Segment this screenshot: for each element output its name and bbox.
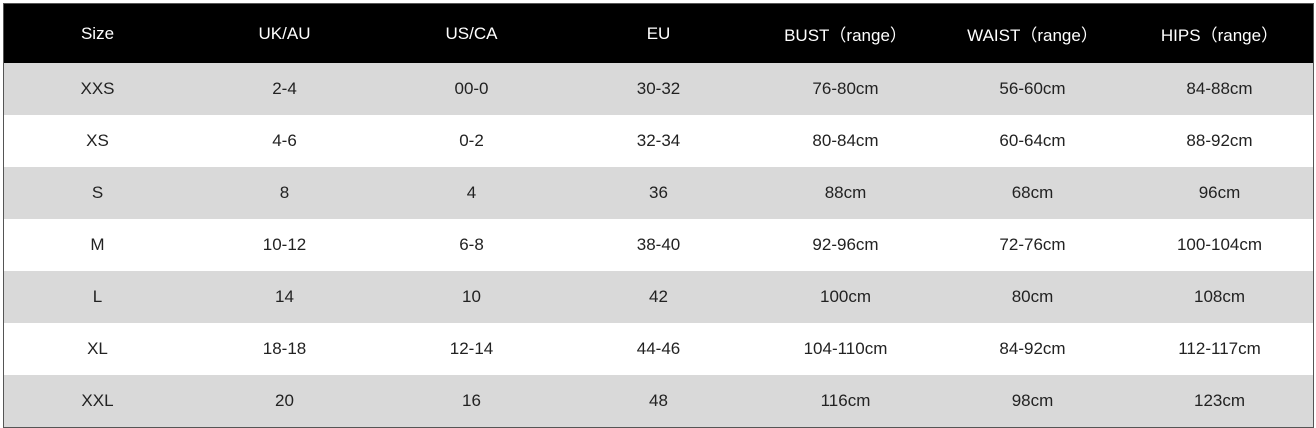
table-cell: S [3,167,191,219]
table-cell: XXS [3,63,191,115]
header-cell: BUST（range） [752,3,939,63]
table-cell: 123cm [1126,375,1314,428]
table-cell: 44-46 [565,323,752,375]
table-cell: 12-14 [378,323,565,375]
table-cell: 4 [378,167,565,219]
table-cell: M [3,219,191,271]
table-row: M 10-12 6-8 38-40 92-96cm 72-76cm 100-104cm [3,219,1314,271]
table-cell: 100cm [752,271,939,323]
table-cell: 98cm [939,375,1126,428]
header-cell: HIPS（range） [1126,3,1314,63]
table-cell: 16 [378,375,565,428]
table-cell: 84-88cm [1126,63,1314,115]
header-row: Size UK/AU US/CA EU BUST（range） WAIST（range） H… [3,3,1314,63]
table-cell: 2-4 [191,63,378,115]
table-cell: 32-34 [565,115,752,167]
table-cell: 104-110cm [752,323,939,375]
table-cell: XXL [3,375,191,428]
table-cell: 10-12 [191,219,378,271]
table-cell: 36 [565,167,752,219]
header-cell: WAIST（range） [939,3,1126,63]
table-cell: 6-8 [378,219,565,271]
table-cell: 48 [565,375,752,428]
header-cell: US/CA [378,3,565,63]
table-cell: 108cm [1126,271,1314,323]
table-cell: 4-6 [191,115,378,167]
table-cell: 100-104cm [1126,219,1314,271]
table-cell: 00-0 [378,63,565,115]
table-row: L 14 10 42 100cm 80cm 108cm [3,271,1314,323]
table-row: XXL 20 16 48 116cm 98cm 123cm [3,375,1314,428]
table-row: S 8 4 36 88cm 68cm 96cm [3,167,1314,219]
table-cell: 0-2 [378,115,565,167]
table-cell: 10 [378,271,565,323]
table-row: XXS 2-4 00-0 30-32 76-80cm 56-60cm 84-88cm [3,63,1314,115]
table-row: XS 4-6 0-2 32-34 80-84cm 60-64cm 88-92cm [3,115,1314,167]
table-cell: 20 [191,375,378,428]
table-cell: 56-60cm [939,63,1126,115]
table-cell: 76-80cm [752,63,939,115]
table-cell: L [3,271,191,323]
table-cell: 96cm [1126,167,1314,219]
size-table: Size UK/AU US/CA EU BUST（range） WAIST（range） H… [3,3,1314,428]
table-cell: 18-18 [191,323,378,375]
table-cell: 68cm [939,167,1126,219]
table-cell: 60-64cm [939,115,1126,167]
table-cell: 92-96cm [752,219,939,271]
table-cell: 30-32 [565,63,752,115]
table-cell: 8 [191,167,378,219]
table-cell: 88cm [752,167,939,219]
table-cell: 88-92cm [1126,115,1314,167]
table-cell: XS [3,115,191,167]
table-cell: 112-117cm [1126,323,1314,375]
table-cell: 116cm [752,375,939,428]
table-cell: XL [3,323,191,375]
table-row: XL 18-18 12-14 44-46 104-110cm 84-92cm 112-117… [3,323,1314,375]
table-cell: 38-40 [565,219,752,271]
table-cell: 72-76cm [939,219,1126,271]
header-cell: EU [565,3,752,63]
header-cell: Size [3,3,191,63]
table-cell: 80cm [939,271,1126,323]
table-cell: 84-92cm [939,323,1126,375]
table-cell: 42 [565,271,752,323]
table-body: XXS 2-4 00-0 30-32 76-80cm 56-60cm 84-88cm XS 4-… [3,63,1314,428]
table-cell: 14 [191,271,378,323]
header-cell: UK/AU [191,3,378,63]
table-cell: 80-84cm [752,115,939,167]
table-header: Size UK/AU US/CA EU BUST（range） WAIST（range） H… [3,3,1314,63]
